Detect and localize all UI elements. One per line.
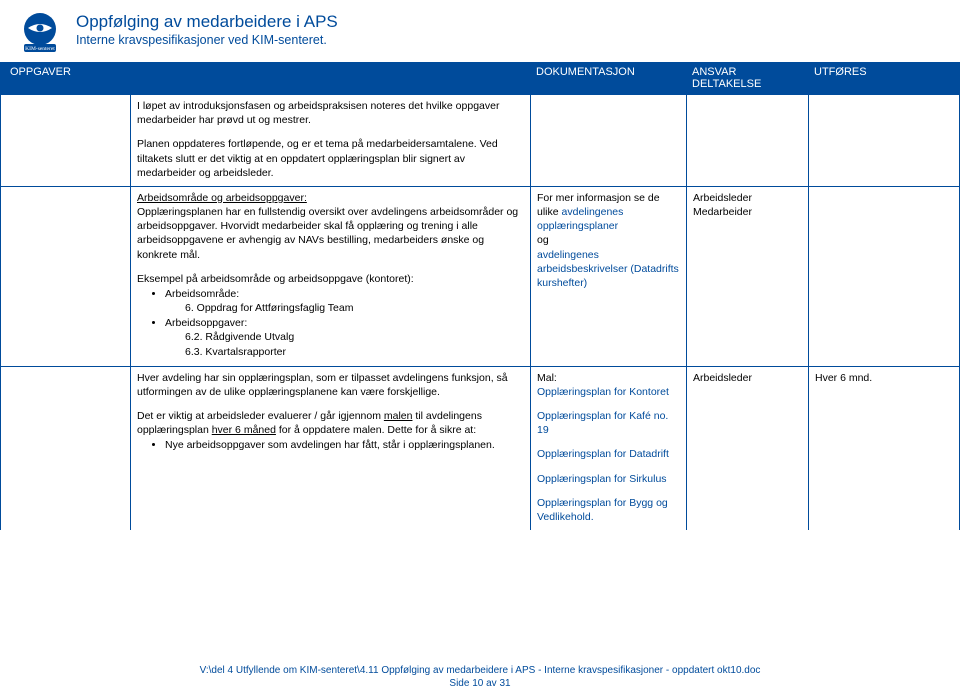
text: Det er viktig at arbeidsleder evaluerer … <box>137 410 384 422</box>
list-item: Nye arbeidsoppgaver som avdelingen har f… <box>165 438 524 452</box>
cell-oppgaver: I løpet av introduksjonsfasen og arbeids… <box>131 95 531 186</box>
list-subitem: 6. Oppdrag for Attføringsfaglig Team <box>165 301 524 315</box>
paragraph: Det er viktig at arbeidsleder evaluerer … <box>137 409 524 437</box>
paragraph: I løpet av introduksjonsfasen og arbeids… <box>137 99 524 127</box>
cell-utfores: Hver 6 mnd. <box>809 367 959 530</box>
list-label: Arbeidsområde: <box>165 288 239 300</box>
dok-link[interactable]: Opplæringsplan for Datadrift <box>537 447 680 461</box>
table-body: I løpet av introduksjonsfasen og arbeids… <box>0 94 960 530</box>
dok-link[interactable]: Opplæringsplan for Sirkulus <box>537 472 680 486</box>
text-underline: malen <box>384 410 413 422</box>
utfores-text: Hver 6 mnd. <box>815 371 953 385</box>
logo: KIM-senteret <box>18 10 62 54</box>
cell-ansvar: Arbeidsleder Medarbeider <box>687 187 809 366</box>
cell-indent <box>1 187 131 366</box>
list-label: Arbeidsoppgaver: <box>165 317 247 329</box>
paragraph: Eksempel på arbeidsområde og arbeidsoppg… <box>137 272 524 286</box>
paragraph: Planen oppdateres fortløpende, og er et … <box>137 137 524 180</box>
paragraph: Arbeidsområde og arbeidsoppgaver: Opplær… <box>137 191 524 262</box>
col-header-ansvar-l1: ANSVAR <box>692 66 736 78</box>
ansvar-role: Medarbeider <box>693 205 802 219</box>
cell-oppgaver: Hver avdeling har sin opplæringsplan, so… <box>131 367 531 530</box>
list-subitem: 6.3. Kvartalsrapporter <box>165 345 524 359</box>
list-item: Arbeidsområde: 6. Oppdrag for Attførings… <box>165 287 524 315</box>
cell-utfores <box>809 187 959 366</box>
cell-ansvar <box>687 95 809 186</box>
dok-link[interactable]: avdelingenes arbeidsbeskrivelser (Datadr… <box>537 249 679 289</box>
ansvar-role: Arbeidsleder <box>693 191 802 205</box>
section-heading: Arbeidsområde og arbeidsoppgaver: <box>137 192 307 204</box>
page-footer: V:\del 4 Utfyllende om KIM-senteret\4.11… <box>0 664 960 690</box>
list-item: Arbeidsoppgaver: 6.2. Rådgivende Utvalg … <box>165 316 524 359</box>
title-block: Oppfølging av medarbeidere i APS Interne… <box>76 10 338 50</box>
col-header-ansvar: ANSVAR DELTAKELSE <box>686 62 808 94</box>
table-row: Arbeidsområde og arbeidsoppgaver: Opplær… <box>0 187 960 367</box>
cell-indent <box>1 95 131 186</box>
footer-page: Side 10 av 31 <box>0 677 960 690</box>
svg-text:KIM-senteret: KIM-senteret <box>25 46 55 52</box>
cell-utfores <box>809 95 959 186</box>
col-header-ansvar-l2: DELTAKELSE <box>692 78 761 90</box>
paragraph-text: Opplæringsplanen har en fullstendig over… <box>137 206 518 261</box>
dok-link[interactable]: Opplæringsplan for Kontoret <box>537 385 680 399</box>
page-header: KIM-senteret Oppfølging av medarbeidere … <box>0 0 960 62</box>
cell-dokumentasjon <box>531 95 687 186</box>
col-header-utfores: UTFØRES <box>808 62 898 94</box>
table-header: OPPGAVER DOKUMENTASJON ANSVAR DELTAKELSE… <box>0 62 960 94</box>
dok-text: og <box>537 234 549 246</box>
col-header-dokumentasjon: DOKUMENTASJON <box>530 62 686 94</box>
dok-link[interactable]: Opplæringsplan for Bygg og Vedlikehold. <box>537 496 680 524</box>
table-row: Hver avdeling har sin opplæringsplan, so… <box>0 367 960 530</box>
bullet-list: Nye arbeidsoppgaver som avdelingen har f… <box>137 438 524 452</box>
page-title: Oppfølging av medarbeidere i APS <box>76 12 338 32</box>
bullet-list: Arbeidsområde: 6. Oppdrag for Attførings… <box>137 287 524 359</box>
text: for å oppdatere malen. Dette for å sikre… <box>276 424 476 436</box>
cell-ansvar: Arbeidsleder <box>687 367 809 530</box>
cell-dokumentasjon: For mer informasjon se de ulike avdeling… <box>531 187 687 366</box>
cell-oppgaver: Arbeidsområde og arbeidsoppgaver: Opplær… <box>131 187 531 366</box>
col-header-oppgaver: OPPGAVER <box>0 62 530 94</box>
footer-path: V:\del 4 Utfyllende om KIM-senteret\4.11… <box>0 664 960 677</box>
cell-dokumentasjon: Mal: Opplæringsplan for Kontoret Opplæri… <box>531 367 687 530</box>
dok-link[interactable]: Opplæringsplan for Kafé no. 19 <box>537 409 680 437</box>
table-row: I løpet av introduksjonsfasen og arbeids… <box>0 94 960 187</box>
ansvar-role: Arbeidsleder <box>693 371 802 385</box>
list-subitem: 6.2. Rådgivende Utvalg <box>165 330 524 344</box>
cell-indent <box>1 367 131 530</box>
text-underline: hver 6 måned <box>212 424 276 436</box>
paragraph: Hver avdeling har sin opplæringsplan, so… <box>137 371 524 399</box>
page-subtitle: Interne kravspesifikasjoner ved KIM-sent… <box>76 32 338 50</box>
dok-text: Mal: <box>537 371 680 385</box>
